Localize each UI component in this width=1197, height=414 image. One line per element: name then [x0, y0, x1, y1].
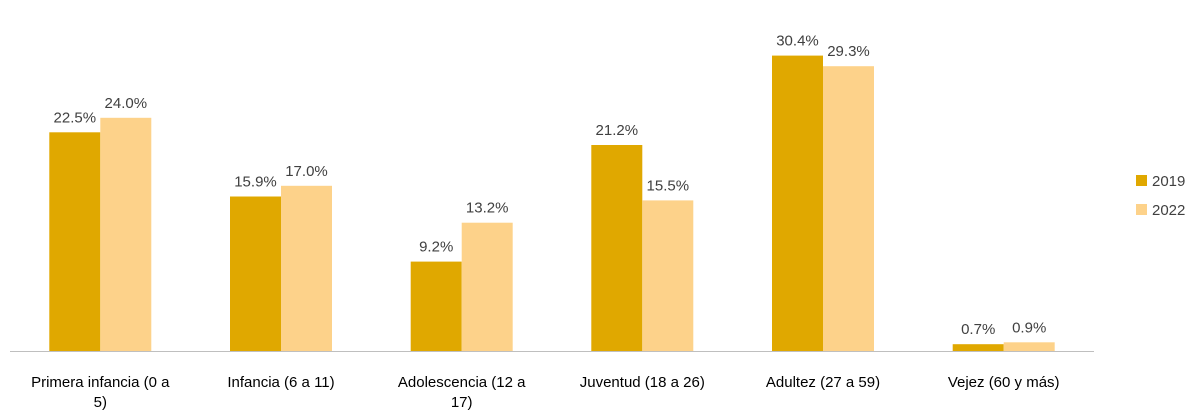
bar-labels-layer: 22.5% 24.0% 15.9% 17.0% 9.2% 13.2% 21.2% 15.5% 3… — [54, 33, 1047, 339]
data-label-2019-3: 21.2% — [596, 122, 639, 139]
legend-label-2019: 2019 — [1152, 173, 1185, 190]
category-label-5: Vejez (60 y más) — [948, 374, 1060, 391]
data-label-2019-0: 22.5% — [54, 109, 97, 126]
legend-label-2022: 2022 — [1152, 202, 1185, 219]
bar-2019-3 — [591, 145, 643, 351]
data-label-2022-3: 15.5% — [647, 177, 690, 194]
category-label-0: Primera infancia (0 a 5) — [31, 374, 170, 411]
data-label-2019-1: 15.9% — [234, 174, 277, 191]
legend: 2019 2022 — [1136, 173, 1185, 219]
bar-2022-4 — [823, 66, 874, 351]
category-label-2: Adolescencia (12 a 17) — [398, 374, 526, 411]
bar-2019-5 — [952, 344, 1004, 351]
data-label-2019-4: 30.4% — [776, 33, 819, 50]
data-label-2019-5: 0.7% — [961, 321, 995, 338]
category-label-4: Adultez (27 a 59) — [766, 374, 880, 391]
bar-2022-5 — [1003, 342, 1055, 351]
legend-swatch-2022 — [1136, 204, 1147, 215]
category-labels-layer: Primera infancia (0 a 5) Infancia (6 a 11)… — [31, 374, 1059, 411]
bar-2022-2 — [461, 222, 513, 351]
bars-layer — [49, 55, 1055, 352]
category-label-1: Infancia (6 a 11) — [227, 374, 334, 391]
data-label-2022-1: 17.0% — [285, 163, 328, 180]
legend-swatch-2019 — [1136, 175, 1147, 186]
bar-2022-3 — [642, 200, 694, 351]
data-label-2022-0: 24.0% — [105, 95, 148, 112]
bar-2019-2 — [410, 261, 462, 351]
data-label-2022-4: 29.3% — [827, 43, 870, 60]
bar-2019-4 — [772, 55, 823, 351]
bar-2019-1 — [230, 196, 281, 351]
category-label-3: Juventud (18 a 26) — [580, 374, 705, 391]
data-label-2022-2: 13.2% — [466, 200, 509, 217]
data-label-2019-2: 9.2% — [419, 239, 453, 256]
bar-2022-0 — [100, 117, 152, 352]
data-label-2022-5: 0.9% — [1012, 319, 1046, 336]
bar-2019-0 — [49, 132, 101, 351]
bar-2022-1 — [281, 185, 332, 351]
